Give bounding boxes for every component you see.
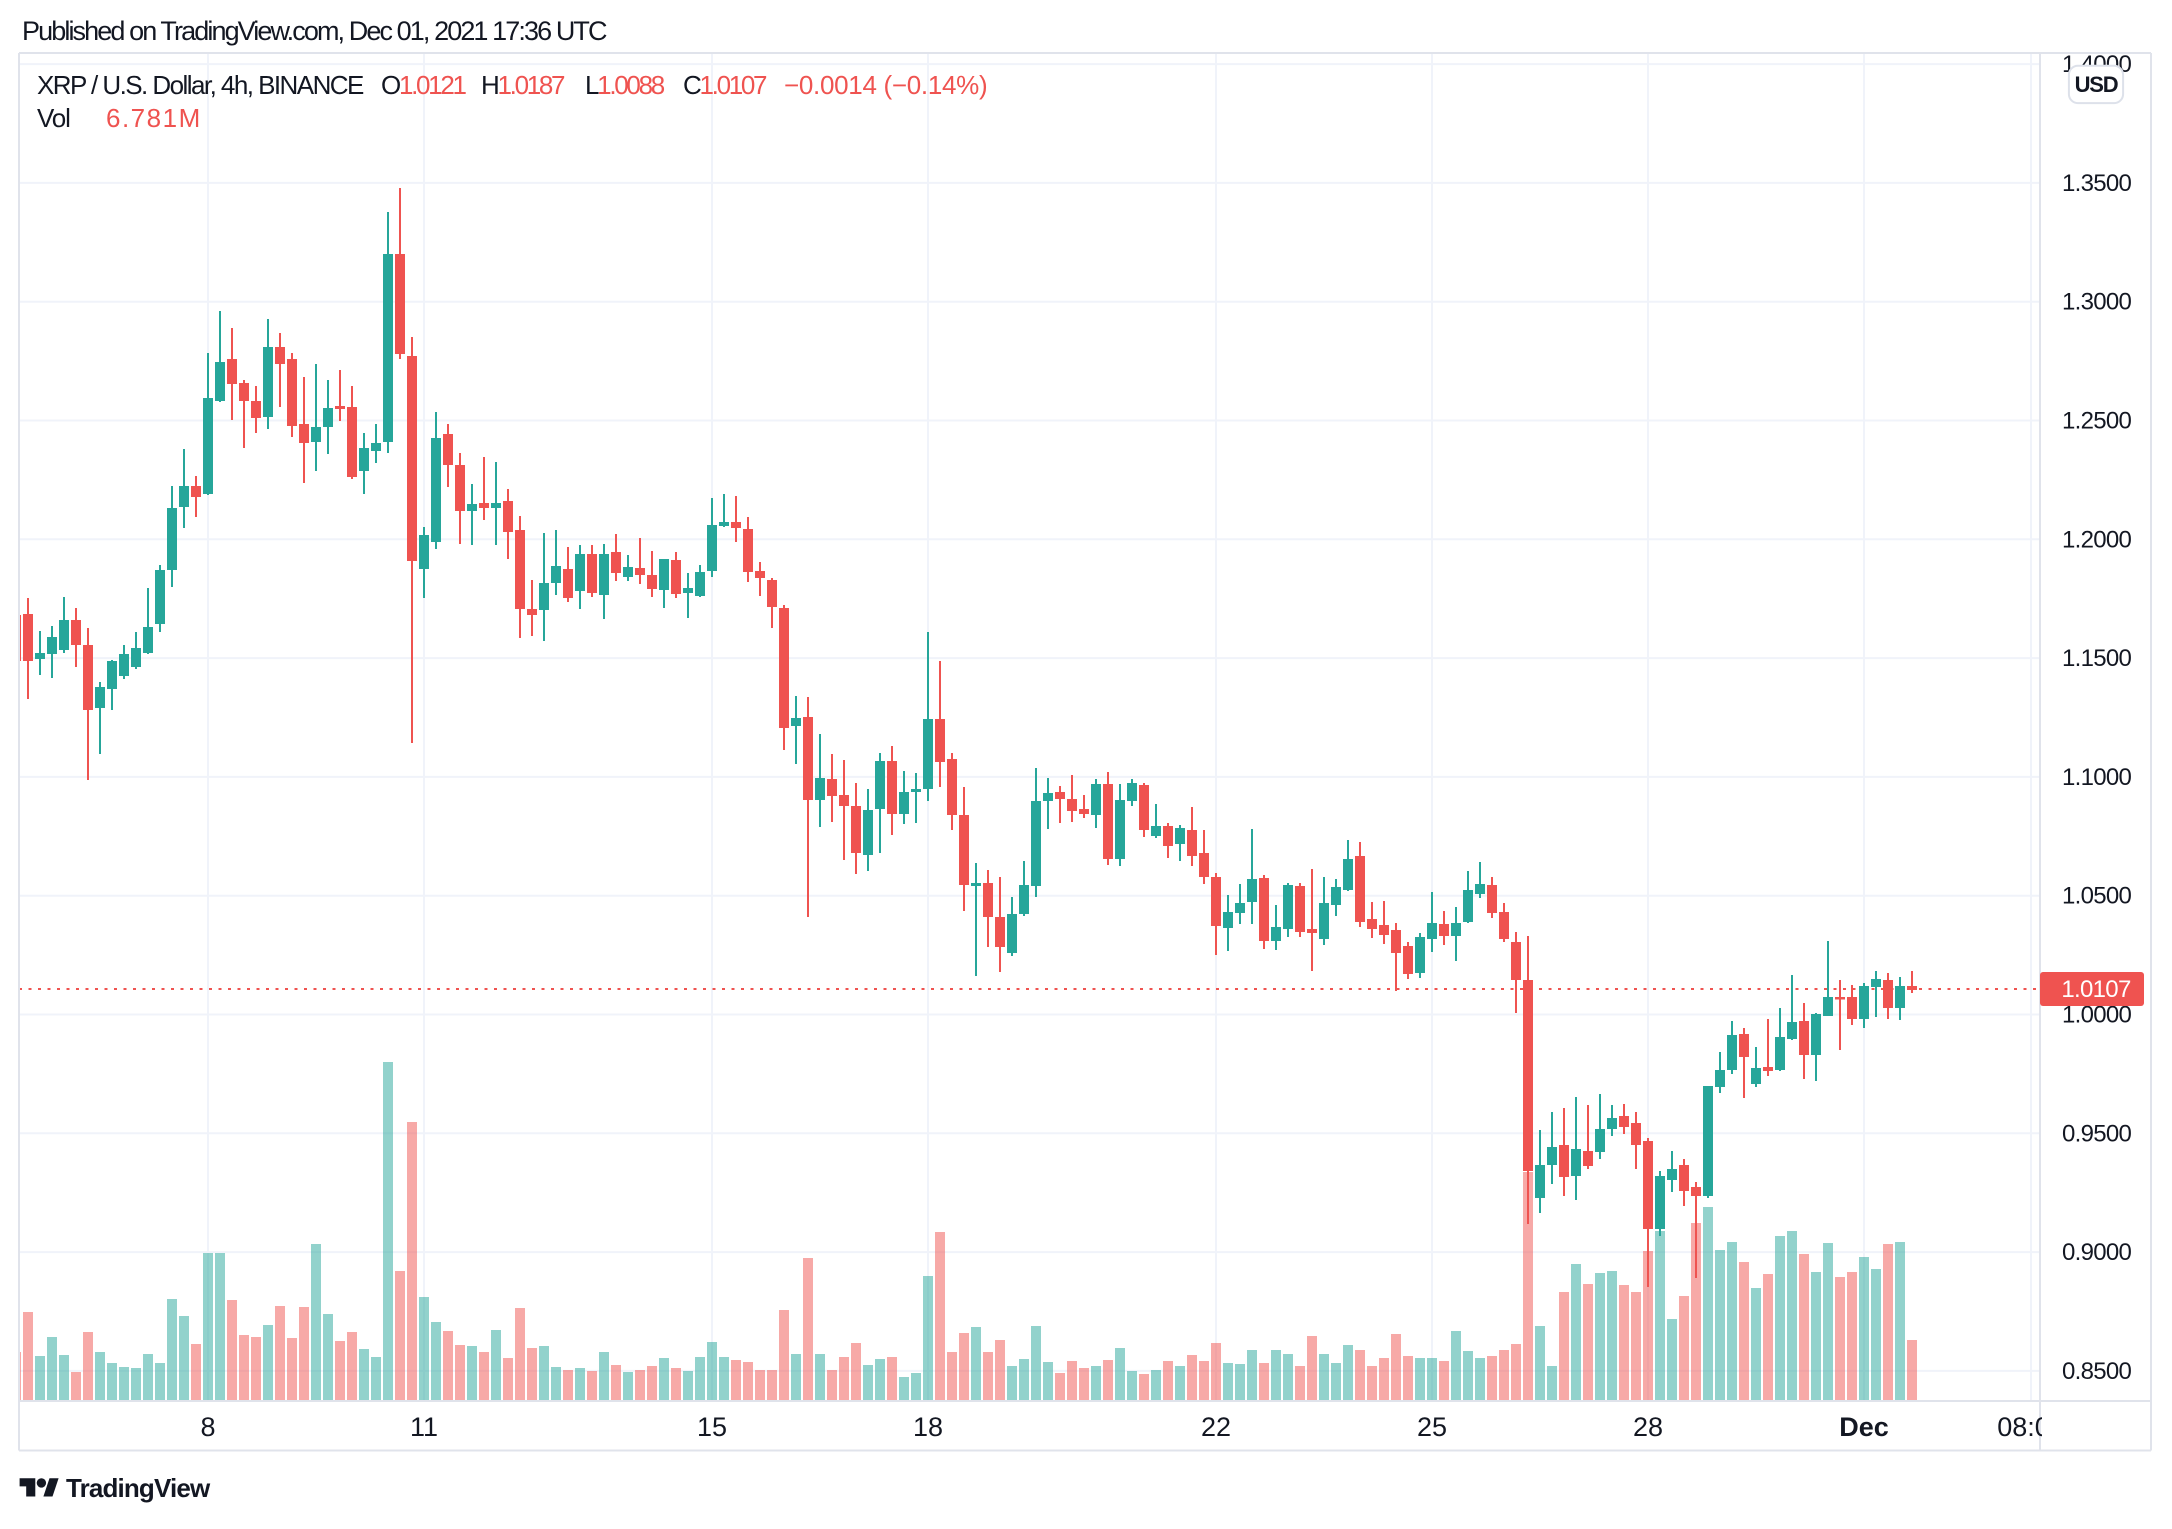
- svg-text:0.9000: 0.9000: [2062, 1239, 2132, 1266]
- svg-text:22: 22: [1201, 1412, 1231, 1442]
- svg-text:1.1000: 1.1000: [2062, 764, 2132, 791]
- svg-text:8: 8: [200, 1412, 215, 1442]
- svg-text:−0.0014 (−0.14%): −0.0014 (−0.14%): [784, 70, 987, 100]
- svg-text:L1.0088: L1.0088: [585, 70, 665, 100]
- svg-text:18: 18: [913, 1412, 943, 1442]
- svg-text:1.3500: 1.3500: [2062, 170, 2132, 197]
- svg-text:08:00: 08:00: [1997, 1412, 2065, 1442]
- svg-text:25: 25: [1417, 1412, 1447, 1442]
- svg-text:1.1500: 1.1500: [2062, 645, 2132, 672]
- svg-text:TradingView: TradingView: [66, 1473, 211, 1503]
- svg-text:H1.0187: H1.0187: [481, 70, 565, 100]
- svg-text:USD: USD: [2075, 72, 2118, 97]
- svg-text:Vol: Vol: [37, 103, 70, 133]
- svg-text:1.2500: 1.2500: [2062, 408, 2132, 435]
- svg-text:6.781M: 6.781M: [106, 103, 202, 133]
- svg-text:XRP / U.S. Dollar, 4h, BINANCE: XRP / U.S. Dollar, 4h, BINANCE: [37, 70, 364, 100]
- svg-text:1.3000: 1.3000: [2062, 289, 2132, 316]
- svg-text:28: 28: [1633, 1412, 1663, 1442]
- svg-text:0.8500: 0.8500: [2062, 1358, 2132, 1385]
- svg-text:11: 11: [410, 1412, 438, 1442]
- svg-text:1.2000: 1.2000: [2062, 526, 2132, 553]
- svg-text:O1.0121: O1.0121: [381, 70, 467, 100]
- svg-text:1.0107: 1.0107: [2061, 976, 2131, 1003]
- svg-text:0.9500: 0.9500: [2062, 1120, 2132, 1147]
- svg-text:Dec: Dec: [1839, 1412, 1889, 1442]
- svg-text:Published on TradingView.com,: Published on TradingView.com, Dec 01, 20…: [22, 16, 607, 46]
- svg-text:1.0500: 1.0500: [2062, 883, 2132, 910]
- svg-text:C1.0107: C1.0107: [683, 70, 767, 100]
- svg-text:15: 15: [697, 1412, 727, 1442]
